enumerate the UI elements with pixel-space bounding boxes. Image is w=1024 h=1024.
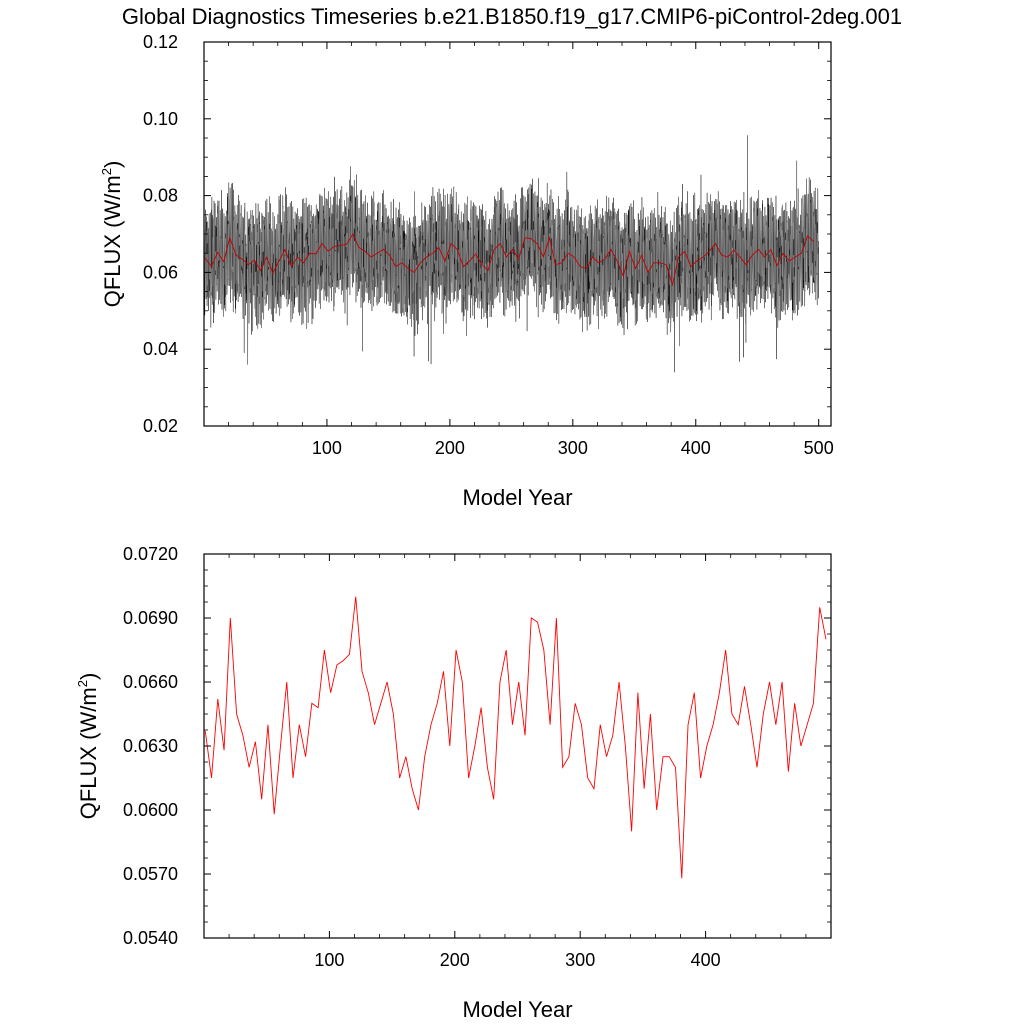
y-tick-label: 0.0540 bbox=[123, 928, 178, 948]
y-tick-label: 0.0630 bbox=[123, 736, 178, 756]
y-axis-label-top: QFLUX (W/m2) bbox=[99, 161, 125, 308]
x-tick-label: 400 bbox=[691, 950, 721, 970]
y-tick-label: 0.0660 bbox=[123, 672, 178, 692]
series-line-monthly-top bbox=[203, 135, 819, 373]
chart-top: 100 200 300 400 5000.020.040.060.080.100.12 … bbox=[99, 32, 834, 510]
x-tick-label: 200 bbox=[440, 950, 470, 970]
x-tick-label: 300 bbox=[558, 438, 588, 458]
y-axis-label-bottom-sup: 2 bbox=[75, 680, 90, 687]
series-line-annual-bottom bbox=[204, 596, 827, 879]
x-tick-label: 300 bbox=[565, 950, 595, 970]
x-tick-label: 100 bbox=[314, 950, 344, 970]
x-tick-label: 200 bbox=[435, 438, 465, 458]
y-axis-label-top-sup: 2 bbox=[99, 168, 114, 175]
y-tick-label: 0.0570 bbox=[123, 864, 178, 884]
ticks-bottom: 100 200 300 400 0.0540 0.0570 0.0600 0.0630 0.06… bbox=[123, 544, 831, 970]
y-axis-label-top-close: ) bbox=[100, 161, 125, 168]
x-tick-label: 500 bbox=[804, 438, 834, 458]
series-layer-top bbox=[203, 135, 819, 373]
y-axis-label-bottom-close: ) bbox=[76, 673, 101, 680]
x-tick-label: 100 bbox=[312, 438, 342, 458]
y-axis-label-top-text: QFLUX (W/m bbox=[100, 175, 125, 307]
y-tick-label: 0.0720 bbox=[123, 544, 178, 564]
y-tick-label: 0.08 bbox=[143, 186, 178, 206]
series-layer-bottom bbox=[204, 596, 827, 879]
y-tick-label: 0.10 bbox=[143, 109, 178, 129]
x-axis-label-bottom: Model Year bbox=[462, 997, 572, 1022]
chart-title: Global Diagnostics Timeseries b.e21.B185… bbox=[122, 4, 902, 29]
y-tick-label: 0.02 bbox=[143, 416, 178, 436]
x-tick-label: 400 bbox=[681, 438, 711, 458]
y-tick-label: 0.06 bbox=[143, 262, 178, 282]
series-line-annual-top bbox=[204, 233, 815, 287]
y-axis-label-bottom: QFLUX (W/m2) bbox=[75, 673, 101, 820]
y-tick-label: 0.12 bbox=[143, 32, 178, 52]
y-tick-label: 0.0600 bbox=[123, 800, 178, 820]
y-tick-label: 0.0690 bbox=[123, 608, 178, 628]
chart-bottom: 100 200 300 400 0.0540 0.0570 0.0600 0.0630 0.06… bbox=[75, 544, 832, 1022]
ticks-top: 100 200 300 400 500 0.02 0.04 0.06 0.08 0.10 0.12 bbox=[143, 32, 834, 458]
y-tick-label: 0.04 bbox=[143, 339, 178, 359]
x-axis-label-top: Model Year bbox=[462, 485, 572, 510]
y-axis-label-bottom-text: QFLUX (W/m bbox=[76, 687, 101, 819]
plot-frame-bottom bbox=[203, 553, 832, 939]
